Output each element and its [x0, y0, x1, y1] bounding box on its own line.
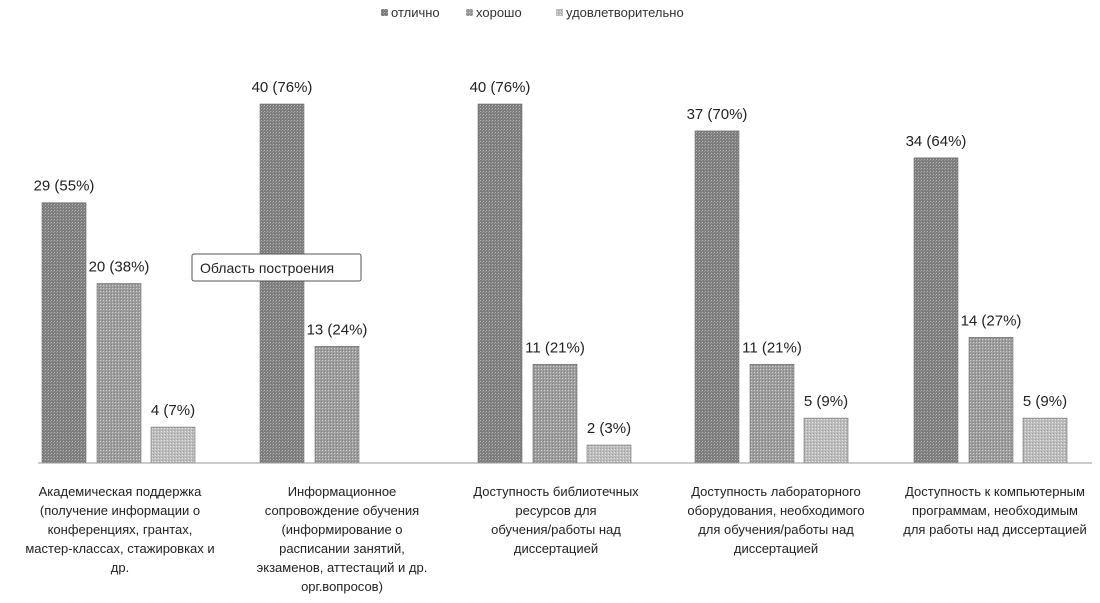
- bar-4-2: [749, 363, 795, 464]
- bar-3-3: [586, 444, 632, 464]
- legend-label-1: отлично: [391, 5, 440, 20]
- bar-5-3: [1022, 417, 1068, 464]
- data-label-4-3: 5 (9%): [804, 393, 848, 410]
- bar-4-1: [694, 130, 740, 464]
- data-label-5-1: 34 (64%): [906, 133, 967, 150]
- bar-1-2: [96, 283, 142, 464]
- category-label-5: Доступность к компьютерным программам, не…: [903, 484, 1086, 537]
- data-label-2-2: 13 (24%): [307, 321, 368, 338]
- bar-3-1: [477, 103, 523, 464]
- category-label-4: Доступность лабораторного оборудования, н…: [687, 484, 864, 556]
- bar-2-2: [314, 346, 360, 464]
- data-label-1-3: 4 (7%): [151, 402, 195, 419]
- tooltip-box: [191, 253, 362, 282]
- legend-label-2: хорошо: [476, 5, 522, 20]
- category-labels: Академическая поддержка (получение информ…: [25, 484, 1086, 594]
- category-label-2: Информационное сопровождение обучения (инф…: [257, 484, 428, 594]
- bars: [41, 103, 1068, 464]
- bar-5-1: [913, 157, 959, 464]
- data-label-1-2: 20 (38%): [89, 259, 150, 276]
- data-label-5-3: 5 (9%): [1023, 393, 1067, 410]
- legend-swatch-2: [466, 9, 473, 16]
- data-label-3-3: 2 (3%): [587, 420, 631, 437]
- legend-swatch-1: [381, 9, 388, 16]
- bar-2-1: [259, 103, 305, 464]
- data-label-4-2: 11 (21%): [742, 339, 802, 356]
- bar-5-2: [968, 337, 1014, 464]
- bar-1-3: [150, 426, 196, 464]
- bar-3-2: [532, 363, 578, 464]
- data-label-2-1: 40 (76%): [252, 79, 313, 96]
- data-label-1-1: 29 (55%): [34, 178, 95, 195]
- data-label-4-1: 37 (70%): [687, 106, 748, 123]
- legend-swatch-3: [556, 9, 563, 16]
- legend: отлично хорошо удовлетворительно: [381, 5, 684, 20]
- category-label-3: Доступность библиотечных ресурсов для обуч…: [473, 484, 639, 556]
- data-label-3-2: 11 (21%): [525, 339, 585, 356]
- plot-area-tooltip: Область построения: [191, 253, 362, 282]
- legend-label-3: удовлетворительно: [566, 5, 684, 20]
- bar-4-3: [803, 417, 849, 464]
- data-label-5-2: 14 (27%): [961, 312, 1022, 329]
- category-label-1: Академическая поддержка (получение информ…: [25, 484, 214, 575]
- tooltip-label: Область построения: [200, 260, 334, 276]
- bar-1-1: [41, 202, 87, 464]
- data-label-3-1: 40 (76%): [470, 79, 531, 96]
- data-labels: 29 (55%) 20 (38%) 4 (7%) 40 (76%) 13 (24%) 40…: [34, 79, 1068, 437]
